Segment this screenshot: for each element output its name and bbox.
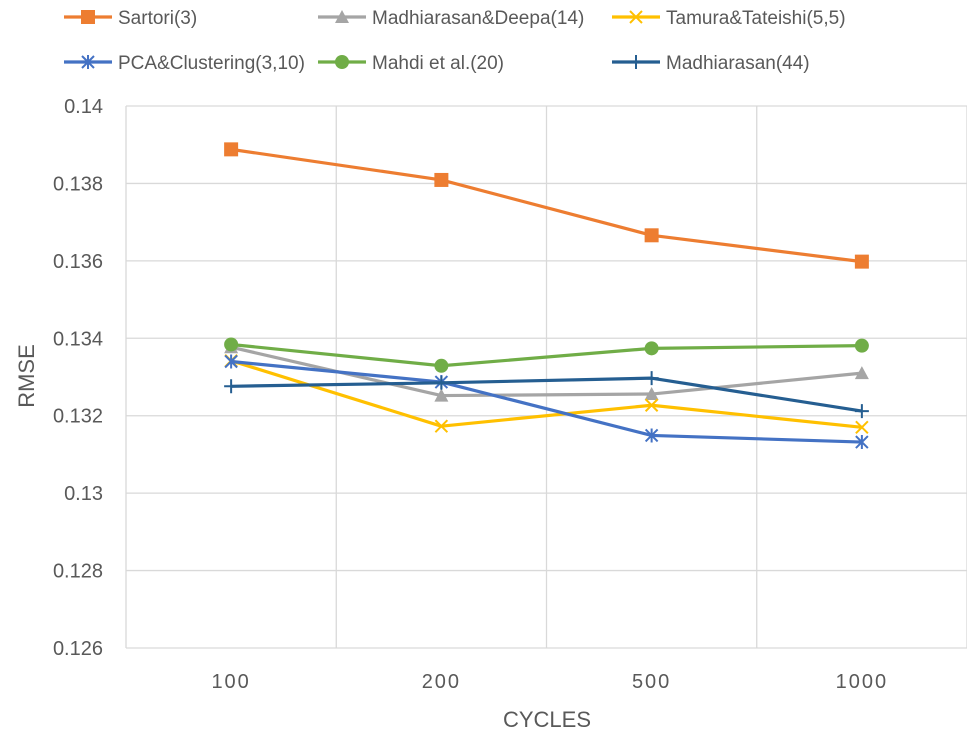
legend-label-1: Madhiarasan&Deepa(14) xyxy=(372,8,584,29)
series-4-point-100 xyxy=(224,337,239,352)
y-tick-label-0.136: 0.136 xyxy=(53,251,103,273)
series-1-point-1000 xyxy=(854,366,869,380)
series-0-point-200 xyxy=(434,172,449,187)
series-1-point-500 xyxy=(644,387,659,401)
y-tick-label-0.14: 0.14 xyxy=(64,96,103,118)
legend-item-2: Tamura&Tateishi(5,5) xyxy=(612,8,846,29)
series-3-line xyxy=(230,359,862,444)
series-5-line xyxy=(231,376,863,413)
y-tick-label-0.13: 0.13 xyxy=(64,483,103,505)
x-tick-label-1000: 1000 xyxy=(836,671,889,693)
series-4-point-200 xyxy=(434,358,449,373)
series-4-line xyxy=(230,342,862,368)
legend-marker-5 xyxy=(629,55,643,69)
y-tick-label-0.134: 0.134 xyxy=(53,328,103,350)
x-tick-label-100: 100 xyxy=(211,671,250,693)
legend-item-5: Madhiarasan(44) xyxy=(612,53,810,74)
x-tick-label-200: 200 xyxy=(422,671,461,693)
series-2-line xyxy=(230,359,863,429)
series-5-point-500 xyxy=(644,371,659,386)
series-2-point-500 xyxy=(644,398,659,412)
legend-marker-2 xyxy=(629,10,643,24)
legend: Sartori(3) Madhiarasan&Deepa(14) Tamura&Ta… xyxy=(64,8,846,74)
legend-item-3: PCA&Clustering(3,10) xyxy=(64,53,305,74)
series-0 xyxy=(224,142,869,269)
series-0-point-1000 xyxy=(854,254,869,269)
legend-marker-0 xyxy=(81,10,95,24)
y-tick-label-0.138: 0.138 xyxy=(53,173,103,195)
series-5-point-1000 xyxy=(854,404,869,419)
series-2-point-200 xyxy=(434,419,449,433)
y-tick-label-0.132: 0.132 xyxy=(53,406,103,428)
series-0-point-100 xyxy=(224,142,239,157)
axis-layer: 0.126 0.128 0.13 0.132 0.134 0.136 0.138 0.14 10… xyxy=(53,96,889,693)
legend-label-4: Mahdi et al.(20) xyxy=(372,53,504,74)
x-tick-label-500: 500 xyxy=(632,671,671,693)
legend-label-0: Sartori(3) xyxy=(118,8,197,29)
legend-marker-1 xyxy=(335,10,349,23)
legend-item-0: Sartori(3) xyxy=(64,8,197,29)
series-1-point-200 xyxy=(434,388,449,402)
legend-marker-4 xyxy=(335,55,349,69)
legend-item-1: Madhiarasan&Deepa(14) xyxy=(318,8,584,29)
legend-label-5: Madhiarasan(44) xyxy=(666,53,810,74)
legend-label-2: Tamura&Tateishi(5,5) xyxy=(666,8,846,29)
series-5 xyxy=(224,371,869,419)
y-tick-label-0.126: 0.126 xyxy=(53,638,103,660)
legend-label-3: PCA&Clustering(3,10) xyxy=(118,53,305,74)
series-4-point-1000 xyxy=(854,338,869,353)
series-4 xyxy=(224,337,869,373)
y-axis-title: RMSE xyxy=(14,344,39,408)
series-3-point-100 xyxy=(224,354,238,369)
x-axis-title: CYCLES xyxy=(503,707,591,732)
series-5-point-100 xyxy=(224,379,239,394)
legend-item-4: Mahdi et al.(20) xyxy=(318,53,504,74)
series-2-point-1000 xyxy=(855,420,869,435)
legend-marker-3 xyxy=(81,55,95,69)
series-layer xyxy=(224,142,869,450)
y-tick-label-0.128: 0.128 xyxy=(53,561,103,583)
series-0-line xyxy=(230,147,863,264)
series-5-point-200 xyxy=(434,375,449,390)
series-3-point-500 xyxy=(644,428,659,443)
grid-layer xyxy=(125,105,967,649)
series-0-point-500 xyxy=(644,228,659,243)
series-4-point-500 xyxy=(644,341,659,356)
series-3-point-1000 xyxy=(855,435,869,450)
